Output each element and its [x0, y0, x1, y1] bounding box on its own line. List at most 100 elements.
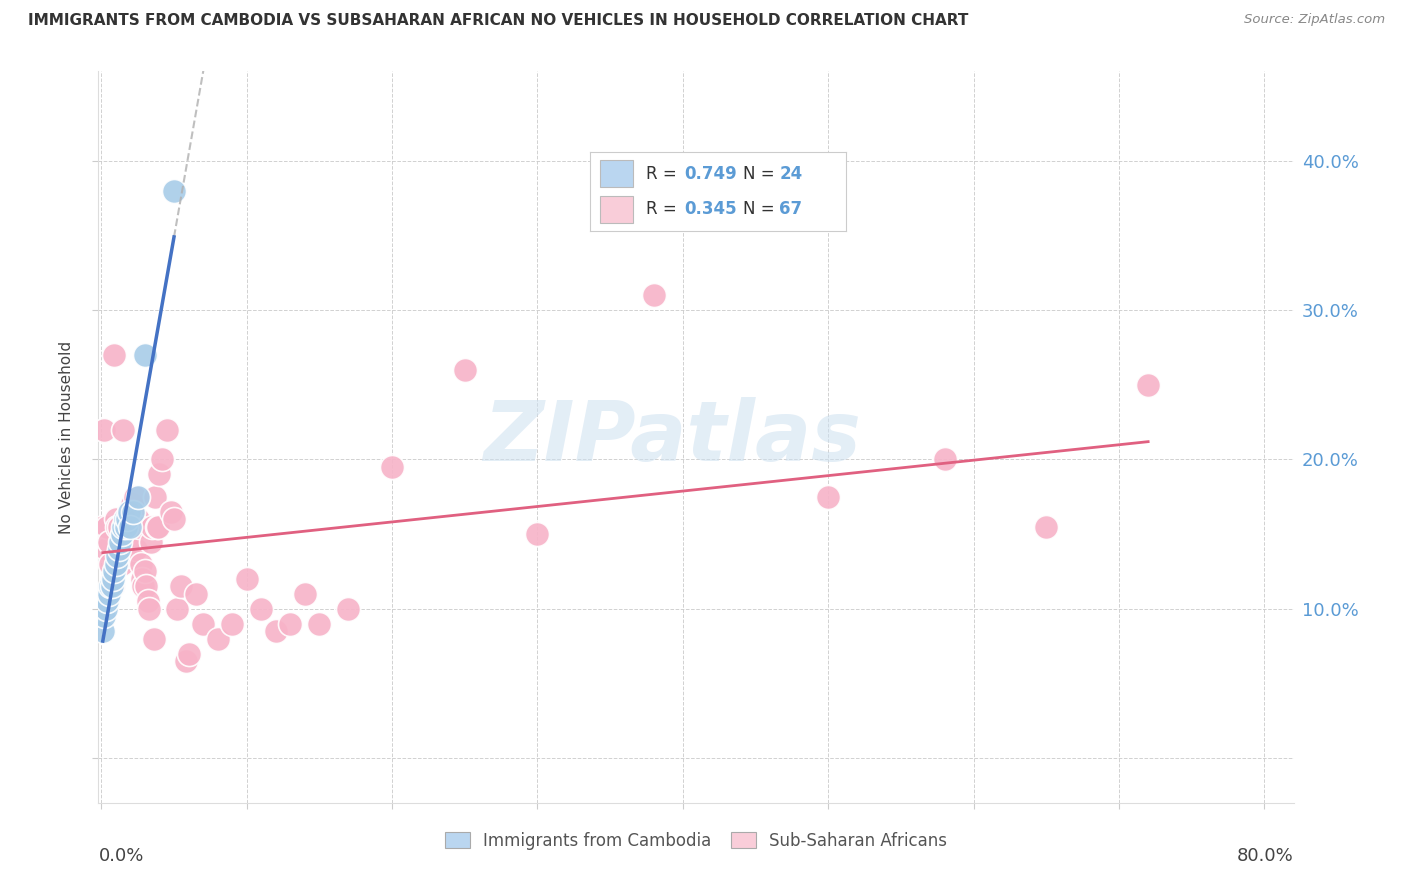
- Point: [131, 572, 153, 586]
- Point: [135, 579, 157, 593]
- Point: [117, 527, 139, 541]
- Point: [97, 587, 120, 601]
- Point: [111, 557, 134, 571]
- Point: [114, 512, 136, 526]
- Point: [94, 542, 117, 557]
- Point: [111, 527, 134, 541]
- Point: [138, 601, 160, 615]
- Text: IMMIGRANTS FROM CAMBODIA VS SUBSAHARAN AFRICAN NO VEHICLES IN HOUSEHOLD CORRELAT: IMMIGRANTS FROM CAMBODIA VS SUBSAHARAN A…: [28, 13, 969, 29]
- Point: [129, 557, 152, 571]
- Point: [141, 519, 163, 533]
- Point: [121, 497, 143, 511]
- Y-axis label: No Vehicles in Household: No Vehicles in Household: [59, 341, 75, 533]
- Point: [817, 490, 839, 504]
- Point: [100, 579, 122, 593]
- Text: ZIPatlas: ZIPatlas: [484, 397, 860, 477]
- Point: [174, 654, 197, 668]
- Text: 0.749: 0.749: [685, 165, 737, 183]
- Point: [207, 632, 229, 646]
- Point: [134, 565, 156, 579]
- Point: [142, 632, 165, 646]
- Point: [103, 348, 125, 362]
- Point: [221, 616, 243, 631]
- Point: [96, 594, 118, 608]
- Point: [278, 616, 301, 631]
- Point: [134, 348, 156, 362]
- Point: [115, 519, 138, 533]
- Point: [132, 579, 155, 593]
- Point: [166, 601, 188, 615]
- Point: [122, 505, 145, 519]
- Point: [115, 549, 138, 564]
- Point: [128, 519, 150, 533]
- Point: [117, 512, 139, 526]
- Point: [156, 423, 179, 437]
- Point: [148, 467, 170, 482]
- Point: [94, 601, 117, 615]
- Point: [184, 587, 207, 601]
- Point: [97, 534, 120, 549]
- Point: [118, 505, 141, 519]
- Point: [145, 519, 167, 533]
- Text: R =: R =: [647, 165, 682, 183]
- Point: [107, 542, 129, 557]
- FancyBboxPatch shape: [600, 196, 633, 223]
- Point: [143, 490, 166, 504]
- Point: [454, 363, 477, 377]
- Text: Source: ZipAtlas.com: Source: ZipAtlas.com: [1244, 13, 1385, 27]
- Point: [91, 624, 114, 639]
- Point: [91, 519, 114, 533]
- Point: [150, 452, 173, 467]
- Point: [308, 616, 330, 631]
- Point: [105, 549, 128, 564]
- Point: [110, 542, 132, 557]
- Point: [160, 505, 183, 519]
- Text: N =: N =: [744, 165, 780, 183]
- Point: [98, 557, 121, 571]
- Point: [294, 587, 316, 601]
- Point: [103, 565, 125, 579]
- Point: [104, 512, 127, 526]
- Point: [177, 647, 200, 661]
- Point: [107, 519, 129, 533]
- Point: [163, 512, 186, 526]
- Point: [101, 572, 124, 586]
- Point: [139, 534, 162, 549]
- Point: [127, 512, 149, 526]
- Point: [163, 184, 186, 198]
- Point: [105, 519, 128, 533]
- Point: [643, 288, 665, 302]
- Point: [146, 519, 169, 533]
- Point: [170, 579, 193, 593]
- Text: R =: R =: [647, 201, 682, 219]
- Text: N =: N =: [744, 201, 780, 219]
- Point: [112, 423, 135, 437]
- Point: [104, 557, 127, 571]
- Point: [112, 519, 135, 533]
- Point: [93, 423, 115, 437]
- Point: [122, 534, 145, 549]
- Point: [1035, 519, 1057, 533]
- Point: [96, 519, 118, 533]
- Point: [526, 527, 548, 541]
- Text: 24: 24: [779, 165, 803, 183]
- FancyBboxPatch shape: [600, 161, 633, 187]
- Point: [100, 572, 122, 586]
- Point: [101, 579, 124, 593]
- Point: [1137, 377, 1160, 392]
- Point: [118, 505, 141, 519]
- Point: [93, 609, 115, 624]
- Point: [136, 594, 159, 608]
- Point: [110, 534, 132, 549]
- Text: 80.0%: 80.0%: [1237, 847, 1294, 864]
- Legend: Immigrants from Cambodia, Sub-Saharan Africans: Immigrants from Cambodia, Sub-Saharan Af…: [437, 825, 955, 856]
- Point: [98, 579, 121, 593]
- Point: [934, 452, 956, 467]
- Point: [250, 601, 273, 615]
- Point: [120, 519, 142, 533]
- Point: [125, 542, 148, 557]
- Point: [124, 490, 146, 504]
- Point: [127, 490, 149, 504]
- Point: [114, 519, 136, 533]
- Text: 67: 67: [779, 201, 803, 219]
